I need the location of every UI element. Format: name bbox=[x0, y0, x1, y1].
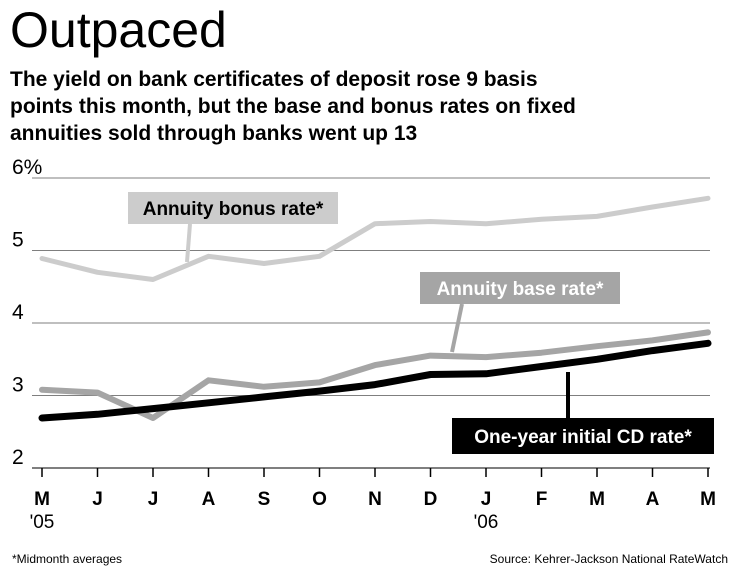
x-axis-ticks: M J J A S O N D J F M A M'05'06 bbox=[30, 468, 716, 533]
series-label-text: Annuity base rate* bbox=[437, 279, 604, 300]
y-tick-label: 5 bbox=[12, 229, 24, 252]
x-tick-label: M bbox=[34, 489, 50, 510]
series-line-3 bbox=[38, 339, 712, 422]
x-tick-label: F bbox=[536, 489, 548, 510]
chart-subtitle: The yield on bank certificates of deposi… bbox=[10, 66, 730, 147]
subtitle-line-2: points this month, but the base and bonu… bbox=[10, 95, 576, 118]
source-note: Source: Kehrer-Jackson National RateWatc… bbox=[489, 552, 728, 566]
x-year-label: '05 bbox=[30, 512, 55, 533]
x-year-label: '06 bbox=[474, 512, 499, 533]
x-tick-label: A bbox=[202, 489, 216, 510]
x-tick-label: M bbox=[700, 489, 716, 510]
x-tick-label: M bbox=[589, 489, 605, 510]
series-line-2 bbox=[39, 329, 711, 421]
y-tick-label: 2 bbox=[12, 446, 24, 469]
y-tick-label: 3 bbox=[12, 374, 24, 397]
x-tick-label: O bbox=[312, 489, 327, 510]
series-label-leader bbox=[450, 303, 464, 353]
subtitle-line-1: The yield on bank certificates of deposi… bbox=[10, 68, 538, 91]
x-tick-label: J bbox=[148, 489, 159, 510]
series-label-leader bbox=[185, 223, 192, 263]
chart-title: Outpaced bbox=[10, 2, 227, 58]
x-tick-label: J bbox=[481, 489, 492, 510]
y-tick-label: 6% bbox=[12, 156, 42, 179]
series-label-box bbox=[452, 418, 714, 454]
series-line-1 bbox=[39, 195, 711, 282]
series-labels: Annuity bonus rate* Annuity base rate* One… bbox=[128, 192, 714, 454]
x-tick-label: N bbox=[368, 489, 382, 510]
x-tick-label: S bbox=[258, 489, 271, 510]
x-tick-label: D bbox=[424, 489, 438, 510]
series-lines bbox=[38, 195, 712, 422]
y-axis-ticks: 2 3 4 5 6% bbox=[12, 156, 42, 469]
y-tick-label: 4 bbox=[12, 301, 24, 324]
series-label-text: Annuity bonus rate* bbox=[143, 199, 324, 220]
series-label-box bbox=[128, 192, 338, 224]
subtitle-line-3: annuities sold through banks went up 13 bbox=[10, 122, 418, 145]
series-label-text: One-year initial CD rate* bbox=[474, 427, 692, 448]
series-label-box bbox=[420, 272, 620, 304]
x-tick-label: J bbox=[92, 489, 103, 510]
footnote: *Midmonth averages bbox=[12, 552, 123, 566]
x-tick-label: A bbox=[646, 489, 660, 510]
